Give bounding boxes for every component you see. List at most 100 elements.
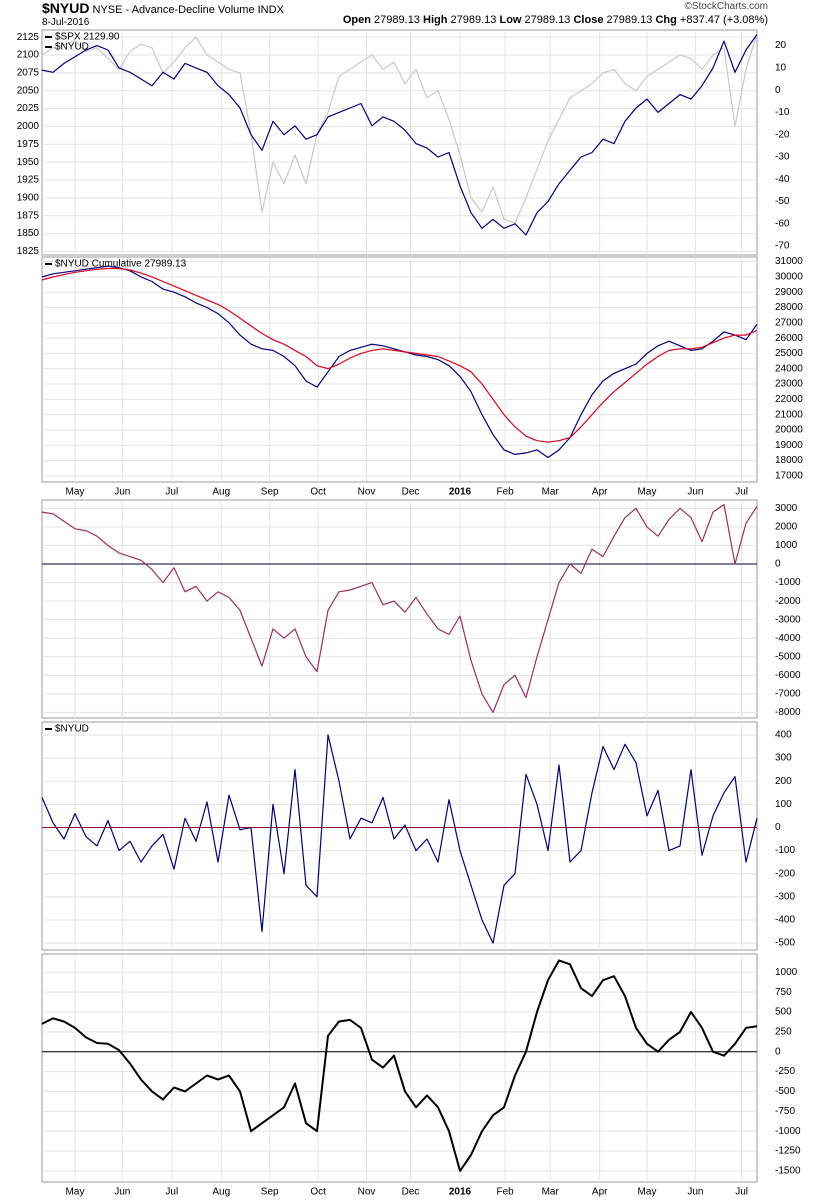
x-tick-label: Jun [114,1187,130,1198]
y-tick-label: 1000 [775,967,798,978]
y-tick-label: -500 [775,1086,795,1097]
y-tick-label: -200 [775,868,795,879]
y-tick-label: 1925 [17,175,40,186]
series-line [41,267,758,443]
series-line [41,959,758,1172]
y2-tick-label: 10 [775,63,787,74]
legend-label: $NYUD Cumulative 27989.13 [55,259,187,270]
y-tick-label: 30000 [775,272,803,283]
symbol: $NYUD [42,0,90,16]
x-tick-label: Sep [261,1187,279,1198]
title-row: $NYUD NYSE - Advance-Decline Volume INDX [42,0,284,16]
series-line [41,734,758,944]
y2-tick-label: 0 [775,85,781,96]
panel-frame [41,256,758,483]
y-tick-label: 0 [775,1046,781,1057]
legend-label: $SPX 2129.90 [55,32,120,43]
header: $NYUD NYSE - Advance-Decline Volume INDX… [0,0,820,30]
date: 8-Jul-2016 [42,17,90,28]
y-tick-label: 18000 [775,455,803,466]
y-tick-label: 1900 [17,192,40,203]
y2-tick-label: 20 [775,40,787,51]
y-tick-label: 1950 [17,157,40,168]
quote-label: Chg [655,14,677,26]
y-tick-label: 1000 [775,540,798,551]
x-tick-label: Apr [592,487,608,498]
y-tick-label: -1000 [775,1126,801,1137]
y-tick-label: 17000 [775,471,803,482]
legend-label: $NYUD [55,42,89,53]
x-tick-label: Mar [542,487,560,498]
y-tick-label: -1250 [775,1146,801,1157]
y-tick-label: 250 [775,1026,792,1037]
x-tick-label: May [638,1187,657,1198]
series-line [41,34,758,236]
y-tick-label: 2000 [17,121,40,132]
y-tick-label: 25000 [775,348,803,359]
y2-tick-label: -30 [775,152,790,163]
quote-label: Close [573,14,604,26]
y-tick-label: 2075 [17,67,40,78]
description: NYSE - Advance-Decline Volume INDX [92,4,284,16]
x-tick-label: Jul [165,1187,178,1198]
quote-value: 27989.13 [374,14,420,26]
y-tick-label: -5000 [775,651,801,662]
y-tick-label: 2000 [775,522,798,533]
y-tick-label: -7000 [775,689,801,700]
y-tick-label: 300 [775,753,792,764]
x-tick-label: Dec [402,1187,420,1198]
y-tick-label: -8000 [775,707,801,718]
quote-value: 27989.13 [524,14,571,26]
y-tick-label: -300 [775,891,795,902]
y2-tick-label: -70 [775,241,790,252]
x-tick-label: Feb [496,487,514,498]
y-tick-label: 20000 [775,425,803,436]
y-tick-label: -250 [775,1066,795,1077]
y-tick-label: -500 [775,938,795,949]
y-tick-label: -750 [775,1106,795,1117]
y-tick-label: -1000 [775,577,801,588]
y2-tick-label: -60 [775,218,790,229]
x-tick-label: Mar [542,1187,560,1198]
series-line [41,504,758,713]
y-tick-label: -4000 [775,633,801,644]
panel-frame [41,499,758,719]
y-tick-label: 27000 [775,317,803,328]
y-tick-label: 1850 [17,228,40,239]
x-tick-label: Jun [687,1187,703,1198]
x-tick-label: Jul [735,487,748,498]
quote-value: 27989.13 [450,14,497,26]
x-tick-label: Nov [358,487,376,498]
y-tick-label: 100 [775,799,792,810]
y-tick-label: 19000 [775,440,803,451]
y-tick-label: 21000 [775,409,803,420]
quote-value: +837.47 (+3.08%) [679,14,768,26]
y-tick-label: -3000 [775,614,801,625]
x-tick-label: May [66,1187,85,1198]
y2-tick-label: -50 [775,196,790,207]
quote-label: Low [499,14,522,26]
quote-label: High [423,14,448,26]
y-tick-label: 2100 [17,50,40,61]
y-tick-label: 400 [775,730,792,741]
quote-label: Open [342,14,371,26]
x-tick-label: May [66,487,85,498]
x-tick-label: Apr [592,1187,608,1198]
x-tick-label: 2016 [449,487,472,498]
x-tick-label: Aug [212,1187,230,1198]
x-tick-label: Feb [496,1187,514,1198]
x-tick-label: Oct [310,487,326,498]
y-tick-label: 31000 [775,256,803,267]
x-tick-label: Jun [687,487,703,498]
y-tick-label: 26000 [775,333,803,344]
y-tick-label: 29000 [775,287,803,298]
series-line [41,33,758,224]
x-tick-label: Aug [212,487,230,498]
x-tick-label: May [638,487,657,498]
y-tick-label: 2050 [17,85,40,96]
y-tick-label: 3000 [775,503,798,514]
x-tick-label: Jun [114,487,130,498]
y-tick-label: -100 [775,845,795,856]
x-tick-label: Sep [261,487,279,498]
y-tick-label: 0 [775,559,781,570]
